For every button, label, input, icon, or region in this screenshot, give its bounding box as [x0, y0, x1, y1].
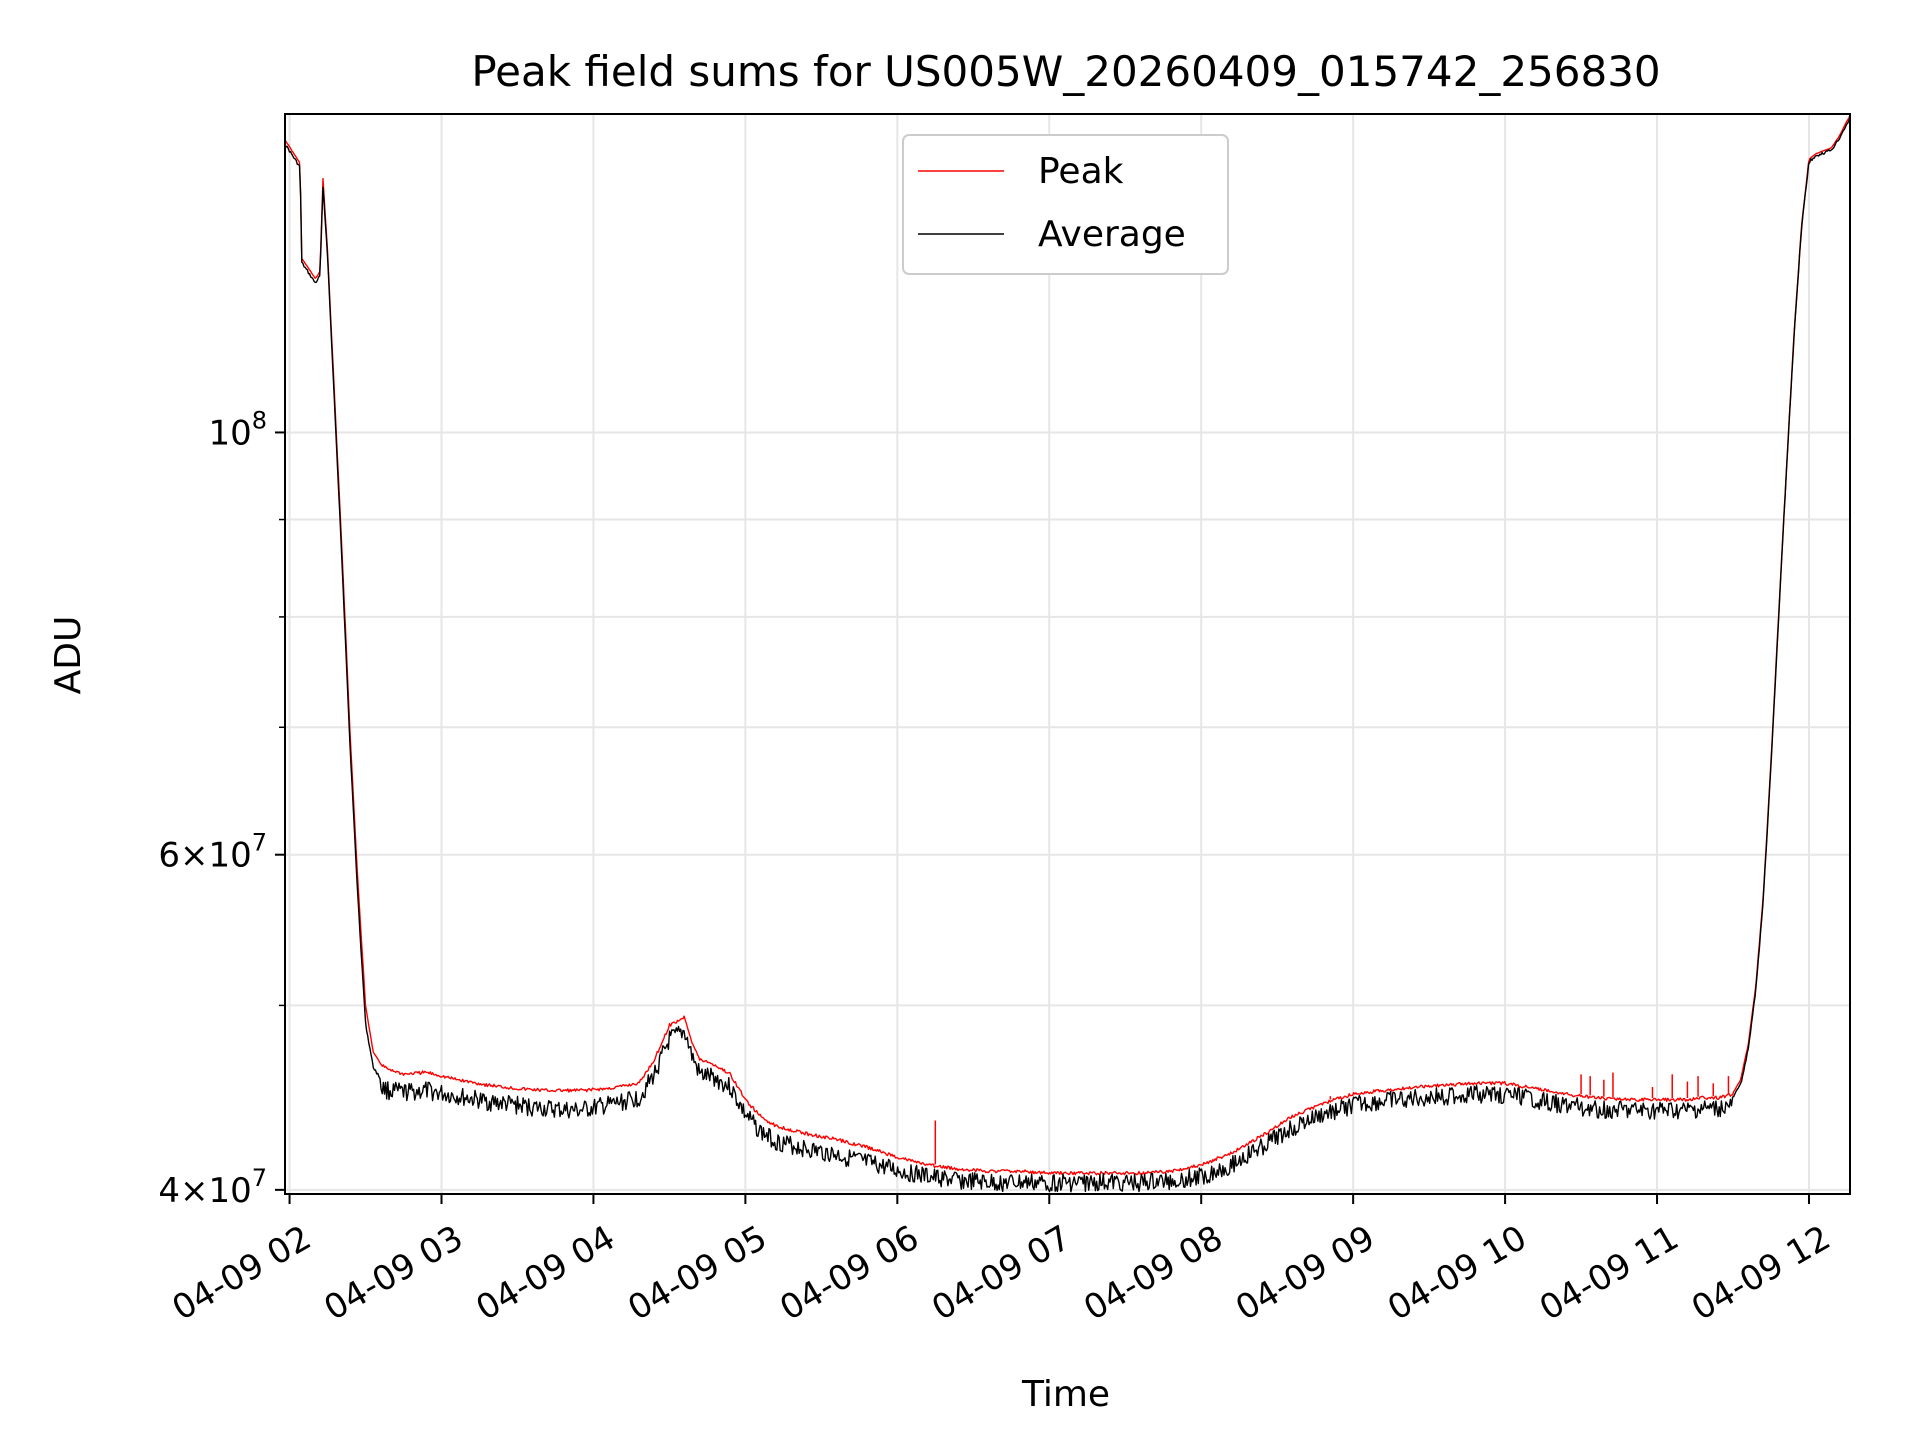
legend-box [902, 134, 1229, 275]
y-tick-label: 6×107 [158, 829, 267, 876]
series [284, 114, 1851, 1193]
y-tick-label: 4×107 [158, 1164, 267, 1211]
chart-title: Peak field sums for US005W_20260409_0157… [471, 47, 1660, 96]
legend-peak-label: Peak [1038, 151, 1124, 192]
plot-frame [284, 113, 1851, 1195]
y-tick-label: 108 [208, 406, 267, 453]
peak-series-line [284, 114, 1851, 1176]
y-axis-label: ADU [48, 616, 89, 695]
legend-average-label: Average [1038, 214, 1186, 255]
legend: Peak Average [902, 134, 1229, 275]
average-series-line [284, 117, 1851, 1193]
x-axis-label: Time [1021, 1374, 1110, 1415]
grid [285, 114, 1850, 1194]
